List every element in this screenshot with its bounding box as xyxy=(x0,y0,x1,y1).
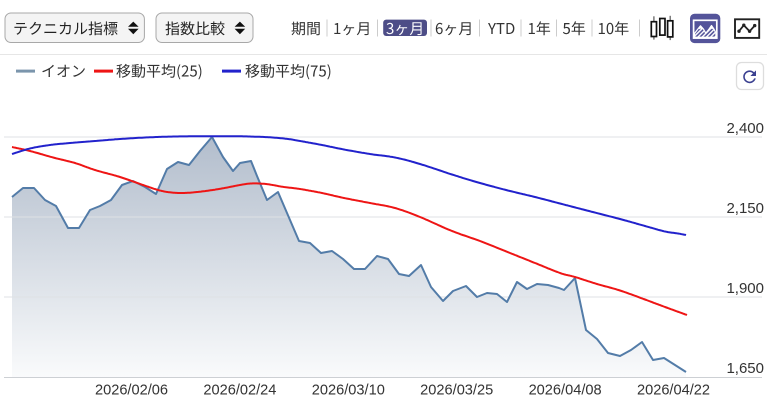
svg-text:2026/03/25: 2026/03/25 xyxy=(420,383,493,399)
svg-text:2026/03/10: 2026/03/10 xyxy=(312,383,385,399)
svg-text:2,400: 2,400 xyxy=(726,120,764,137)
svg-text:1,650: 1,650 xyxy=(726,360,764,377)
svg-text:1,900: 1,900 xyxy=(726,280,764,297)
svg-text:2026/02/06: 2026/02/06 xyxy=(95,383,168,399)
svg-text:2026/04/08: 2026/04/08 xyxy=(529,383,602,399)
svg-text:2,150: 2,150 xyxy=(726,200,764,217)
svg-text:2026/04/22: 2026/04/22 xyxy=(637,383,710,399)
svg-text:2026/02/24: 2026/02/24 xyxy=(203,383,276,399)
